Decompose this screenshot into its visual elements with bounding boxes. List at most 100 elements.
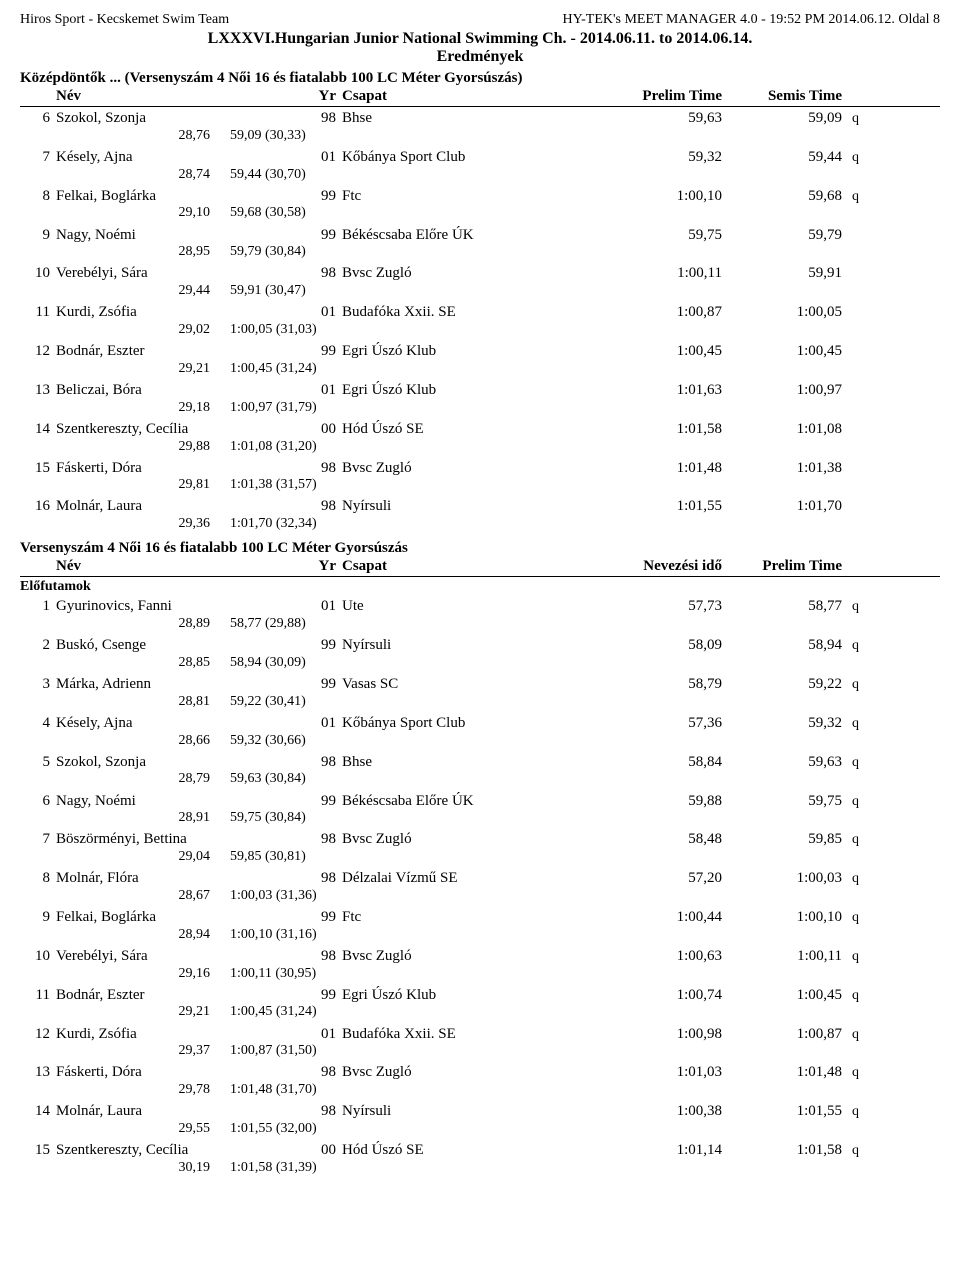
rank: 16 [20,497,56,516]
split2: 1:00,05 (31,03) [230,322,430,338]
qualify-flag: q [842,831,882,849]
time1: 1:00,63 [602,947,722,966]
split1: 28,66 [20,733,230,749]
qualify-flag: q [842,909,882,927]
team: Hód Úszó SE [342,420,602,439]
team: Bvsc Zugló [342,1063,602,1082]
rank: 8 [20,187,56,206]
result-row: 10Verebélyi, Sára98Bvsc Zugló1:00,631:00… [20,947,940,966]
team: Békéscsaba Előre ÚK [342,792,602,811]
qualify-flag: q [842,188,882,206]
split-row: 28,7459,44 (30,70) [20,167,940,183]
qualify-flag: q [842,715,882,733]
time2: 59,22 [722,675,842,694]
col-yr: Yr [296,558,342,575]
time2: 1:01,58 [722,1141,842,1160]
split1: 29,10 [20,205,230,221]
split2: 59,09 (30,33) [230,128,430,144]
split1: 29,78 [20,1082,230,1098]
time1: 58,84 [602,753,722,772]
split2: 59,75 (30,84) [230,810,430,826]
swimmer-name: Nagy, Noémi [56,792,296,811]
swimmer-name: Verebélyi, Sára [56,947,296,966]
split-row: 29,1059,68 (30,58) [20,205,940,221]
result-row: 6Nagy, Noémi99Békéscsaba Előre ÚK59,8859… [20,792,940,811]
rank: 8 [20,869,56,888]
year: 98 [296,753,342,772]
split2: 59,22 (30,41) [230,694,430,710]
split2: 1:00,45 (31,24) [230,361,430,377]
team: Vasas SC [342,675,602,694]
time2: 1:01,55 [722,1102,842,1121]
year: 98 [296,1102,342,1121]
swimmer-name: Felkai, Boglárka [56,908,296,927]
time1: 1:01,58 [602,420,722,439]
org-name: Hiros Sport - Kecskemet Swim Team [20,12,229,28]
split-row: 29,021:00,05 (31,03) [20,322,940,338]
time1: 59,32 [602,148,722,167]
qualify-flag: q [842,637,882,655]
time2: 1:00,03 [722,869,842,888]
split-row: 29,881:01,08 (31,20) [20,439,940,455]
qualify-flag: q [842,676,882,694]
qualify-flag: q [842,149,882,167]
software-info: HY-TEK's MEET MANAGER 4.0 - 19:52 PM 201… [562,12,940,28]
result-row: 8Molnár, Flóra98Délzalai Vízmű SE57,201:… [20,869,940,888]
year: 98 [296,947,342,966]
col-t1: Prelim Time [602,88,722,105]
year: 01 [296,1025,342,1044]
split2: 1:01,58 (31,39) [230,1160,430,1176]
time2: 1:00,11 [722,947,842,966]
split1: 29,55 [20,1121,230,1137]
swimmer-name: Molnár, Laura [56,497,296,516]
col-team: Csapat [342,88,602,105]
split-row: 29,811:01,38 (31,57) [20,477,940,493]
time1: 58,48 [602,830,722,849]
result-row: 7Böszörményi, Bettina98Bvsc Zugló58,4859… [20,830,940,849]
result-row: 15Fáskerti, Dóra98Bvsc Zugló1:01,481:01,… [20,459,940,478]
year: 98 [296,264,342,283]
team: Bhse [342,753,602,772]
split-row: 29,0459,85 (30,81) [20,849,940,865]
meet-title: LXXXVI.Hungarian Junior National Swimmin… [20,30,940,48]
event2-columns: Név Yr Csapat Nevezési idő Prelim Time [20,558,940,577]
rank: 6 [20,109,56,128]
rank: 13 [20,381,56,400]
year: 98 [296,459,342,478]
split2: 59,44 (30,70) [230,167,430,183]
split2: 1:01,55 (32,00) [230,1121,430,1137]
rank: 15 [20,459,56,478]
time1: 1:00,87 [602,303,722,322]
swimmer-name: Bodnár, Eszter [56,342,296,361]
qualify-flag: q [842,1103,882,1121]
time1: 1:00,45 [602,342,722,361]
swimmer-name: Kurdi, Zsófia [56,1025,296,1044]
qualify-flag: q [842,948,882,966]
year: 98 [296,830,342,849]
time2: 59,68 [722,187,842,206]
split1: 29,88 [20,439,230,455]
split2: 59,91 (30,47) [230,283,430,299]
result-row: 5Szokol, Szonja98Bhse58,8459,63q [20,753,940,772]
swimmer-name: Molnár, Laura [56,1102,296,1121]
split1: 30,19 [20,1160,230,1176]
time2: 1:00,45 [722,342,842,361]
time1: 1:00,10 [602,187,722,206]
qualify-flag: q [842,110,882,128]
split1: 29,21 [20,1004,230,1020]
team: Hód Úszó SE [342,1141,602,1160]
swimmer-name: Fáskerti, Dóra [56,1063,296,1082]
swimmer-name: Fáskerti, Dóra [56,459,296,478]
swimmer-name: Késely, Ajna [56,714,296,733]
split1: 28,81 [20,694,230,710]
time1: 58,09 [602,636,722,655]
col-t2: Semis Time [722,88,842,105]
rank: 12 [20,1025,56,1044]
result-row: 14Molnár, Laura98Nyírsuli1:00,381:01,55q [20,1102,940,1121]
rank: 14 [20,1102,56,1121]
time1: 1:01,48 [602,459,722,478]
result-row: 14Szentkereszty, Cecília00Hód Úszó SE1:0… [20,420,940,439]
col-name: Név [56,558,296,575]
col-team: Csapat [342,558,602,575]
qualify-flag: q [842,754,882,772]
